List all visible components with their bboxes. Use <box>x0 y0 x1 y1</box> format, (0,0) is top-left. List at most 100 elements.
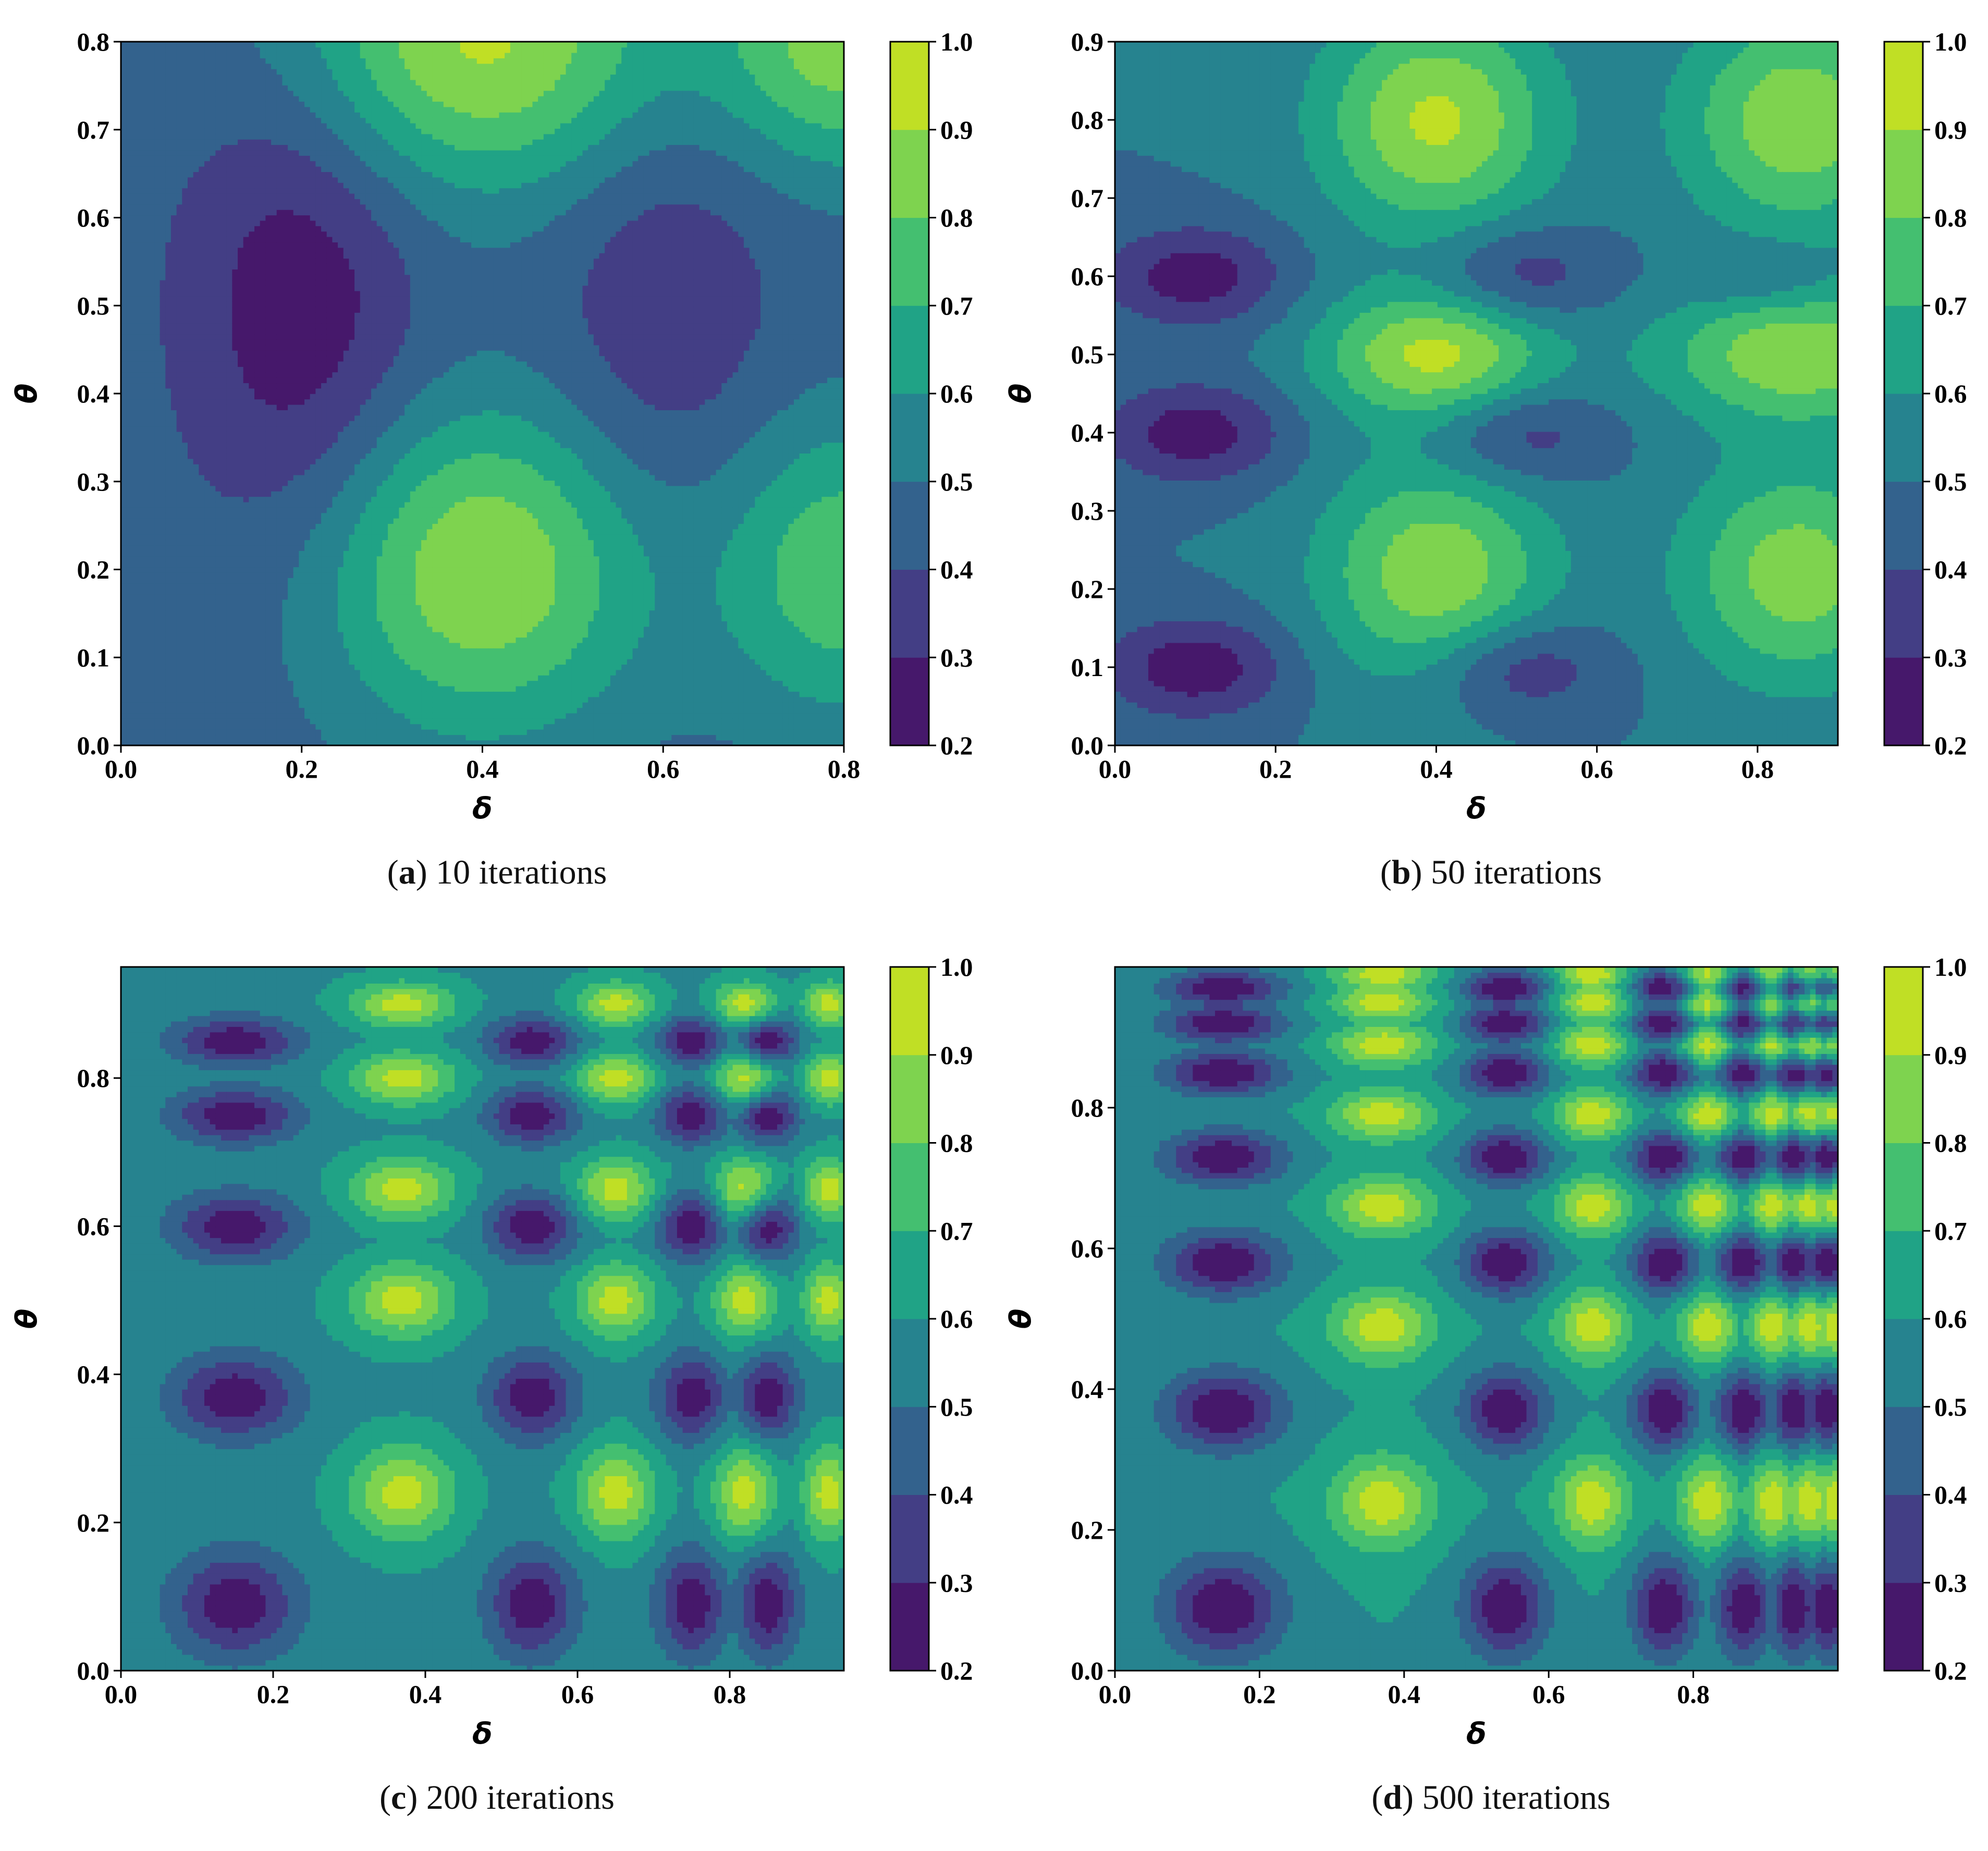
colorbar-segment <box>890 1143 929 1231</box>
colorbar-segment <box>1884 1407 1923 1495</box>
x-tick-label: 0.6 <box>647 754 680 783</box>
x-tick-label: 0.4 <box>1388 1680 1421 1709</box>
colorbar-tick-label: 0.4 <box>1934 1480 1967 1510</box>
x-tick-label: 0.2 <box>1259 754 1292 783</box>
y-tick-label: 0.6 <box>77 203 110 232</box>
colorbar-tick-label: 0.3 <box>940 1568 973 1597</box>
x-axis-label: δ <box>1466 1717 1486 1751</box>
y-tick-label: 0.5 <box>1071 340 1104 369</box>
y-tick-label: 0.2 <box>77 555 110 584</box>
colorbar-segment <box>890 1231 929 1319</box>
colorbar-segment <box>1884 967 1923 1055</box>
y-tick-label: 0.7 <box>77 115 110 144</box>
y-tick-label: 0.0 <box>77 1656 110 1685</box>
colorbar-segment <box>890 218 929 306</box>
y-tick-label: 0.3 <box>1071 496 1104 525</box>
colorbar-segment <box>1884 305 1923 394</box>
colorbar-tick-label: 0.8 <box>940 203 973 232</box>
panel-a: 0.0 0.2 0.4 0.6 0.8 0.0 0.1 0.2 0.3 0.4 0.5 0.6 0.7 0… <box>0 0 994 925</box>
contour-field <box>1115 967 1838 1671</box>
colorbar-tick-label: 0.8 <box>1934 1129 1967 1158</box>
y-axis-label: θ <box>1004 1309 1038 1329</box>
y-tick-label: 0.6 <box>1071 1234 1104 1263</box>
colorbar-tick-label: 0.5 <box>1934 467 1967 496</box>
x-tick-label: 0.0 <box>105 1680 138 1709</box>
colorbar-tick-label: 0.3 <box>1934 1568 1967 1597</box>
y-tick-label: 0.8 <box>77 27 110 56</box>
colorbar: 0.20.30.40.50.60.70.80.91.0 <box>890 952 973 1685</box>
colorbar-segment <box>890 570 929 658</box>
colorbar-tick-label: 0.8 <box>940 1129 973 1158</box>
colorbar-tick-label: 0.4 <box>940 555 973 584</box>
colorbar-tick-label: 0.7 <box>1934 291 1967 320</box>
y-tick-label: 0.4 <box>1071 1375 1104 1404</box>
colorbar-segment <box>890 1583 929 1671</box>
colorbar-segment <box>1884 218 1923 306</box>
y-tick-label: 0.3 <box>77 467 110 496</box>
y-tick-label: 0.4 <box>1071 418 1104 447</box>
colorbar-segment <box>890 305 929 394</box>
colorbar-tick-label: 0.2 <box>940 731 973 760</box>
x-tick-label: 0.8 <box>828 754 861 783</box>
contour-field <box>121 42 844 746</box>
colorbar-tick-label: 0.6 <box>940 379 973 408</box>
caption-b-text: 50 iterations <box>1431 853 1602 891</box>
caption-a-text: 10 iterations <box>436 853 607 891</box>
colorbar-tick-label: 0.5 <box>1934 1392 1967 1421</box>
x-tick-label: 0.8 <box>714 1680 746 1709</box>
y-tick-label: 0.0 <box>1071 1656 1104 1685</box>
colorbar-segment <box>890 1055 929 1143</box>
colorbar-tick-label: 0.6 <box>940 1304 973 1333</box>
colorbar-tick-label: 0.5 <box>940 467 973 496</box>
y-axis-label: θ <box>10 384 44 403</box>
y-axis-label: θ <box>10 1309 44 1329</box>
x-tick-label: 0.6 <box>1580 754 1613 783</box>
x-tick-label: 0.0 <box>1099 754 1132 783</box>
y-tick-label: 0.2 <box>77 1508 110 1537</box>
colorbar-segment <box>1884 1055 1923 1143</box>
caption-d: (d) 500 iterations <box>994 1778 1988 1818</box>
colorbar-tick-label: 1.0 <box>1934 27 1967 56</box>
y-tick-label: 0.8 <box>1071 1093 1104 1122</box>
colorbar-segment <box>890 130 929 218</box>
colorbar-tick-label: 0.3 <box>940 643 973 672</box>
y-tick-label: 0.9 <box>1071 27 1104 56</box>
colorbar-segment <box>1884 1495 1923 1583</box>
x-tick-label: 0.4 <box>466 754 499 783</box>
x-tick-label: 0.2 <box>1243 1680 1276 1709</box>
caption-c: (c) 200 iterations <box>0 1778 994 1818</box>
colorbar-tick-label: 0.6 <box>1934 1304 1967 1333</box>
x-tick-label: 0.0 <box>105 754 138 783</box>
y-tick-label: 0.2 <box>1071 574 1104 604</box>
colorbar-segment <box>1884 130 1923 218</box>
colorbar-tick-label: 0.7 <box>940 291 973 320</box>
colorbar: 0.20.30.40.50.60.70.80.91.0 <box>890 27 973 760</box>
x-tick-label: 0.8 <box>1741 754 1774 783</box>
chart-a: 0.0 0.2 0.4 0.6 0.80.00.10.20.30.40.50.60.70… <box>0 0 994 834</box>
colorbar-tick-label: 0.7 <box>940 1216 973 1245</box>
x-axis-label: δ <box>472 792 492 826</box>
y-tick-label: 0.1 <box>77 643 110 672</box>
x-axis-label: δ <box>1466 792 1486 826</box>
chart-b: 0.0 0.2 0.4 0.6 0.80.00.10.20.30.40.50.60.70… <box>994 0 1988 834</box>
colorbar-tick-label: 0.9 <box>1934 115 1967 144</box>
y-tick-label: 0.8 <box>1071 105 1104 134</box>
colorbar-tick-label: 0.4 <box>1934 555 1967 584</box>
colorbar-segment <box>1884 1583 1923 1671</box>
colorbar-tick-label: 0.2 <box>940 1656 973 1685</box>
contour-field <box>1115 42 1838 746</box>
colorbar-segment <box>890 1407 929 1495</box>
contour-field <box>121 967 844 1671</box>
y-tick-label: 0.7 <box>1071 183 1104 213</box>
x-tick-label: 0.2 <box>286 754 318 783</box>
caption-c-letter: c <box>391 1779 406 1817</box>
colorbar-tick-label: 0.8 <box>1934 203 1967 232</box>
panel-c: 0.0 0.2 0.4 0.6 0.8 0.0 0.2 0.4 0.6 0.8 δ θ 0.2 0.3 0.… <box>0 925 994 1850</box>
colorbar-tick-label: 0.9 <box>940 1040 973 1070</box>
y-tick-label: 0.1 <box>1071 653 1104 682</box>
caption-c-text: 200 iterations <box>426 1779 615 1817</box>
colorbar-segment <box>1884 482 1923 570</box>
colorbar-segment <box>1884 1143 1923 1231</box>
colorbar-segment <box>1884 1319 1923 1407</box>
colorbar-tick-label: 0.2 <box>1934 1656 1967 1685</box>
